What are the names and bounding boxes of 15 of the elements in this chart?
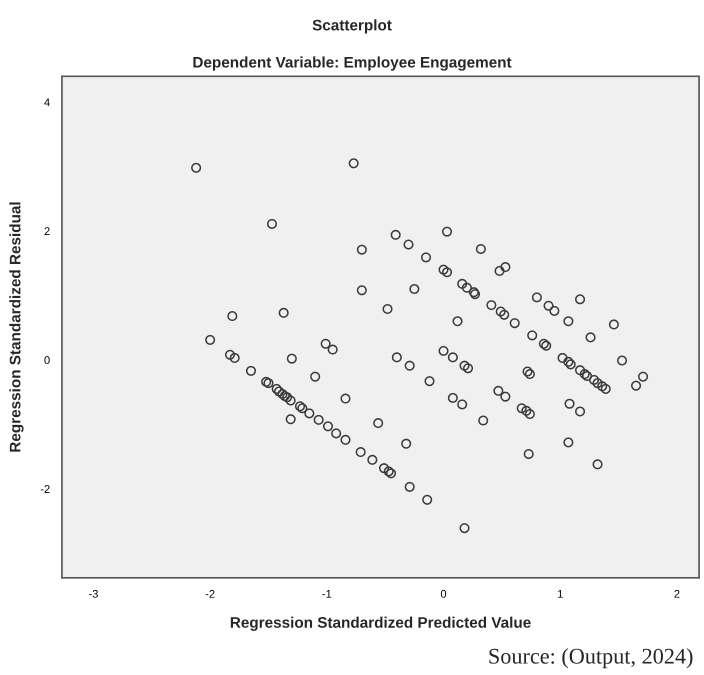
y-tick-label: 2 — [44, 227, 50, 236]
x-tick-label: 2 — [674, 590, 680, 598]
y-axis-title: Regression Standardized Residual — [9, 202, 24, 452]
x-tick-label: 1 — [558, 590, 563, 598]
y-tick-label: -2 — [40, 485, 50, 493]
x-tick-label: -3 — [89, 590, 98, 598]
chart-title: Scatterplot — [312, 19, 392, 34]
source-note: Source: (Output, 2024) — [489, 648, 692, 668]
x-tick-label: -1 — [322, 590, 332, 598]
x-axis-title: Regression Standardized Predicted Value — [230, 616, 531, 631]
y-tick-label: 0 — [44, 356, 50, 364]
y-tick-label: 4 — [44, 98, 50, 106]
chart-subtitle: Dependent Variable: Employee Engagement — [193, 56, 512, 71]
x-tick-label: -2 — [206, 590, 215, 598]
x-tick-label: 0 — [440, 590, 446, 598]
